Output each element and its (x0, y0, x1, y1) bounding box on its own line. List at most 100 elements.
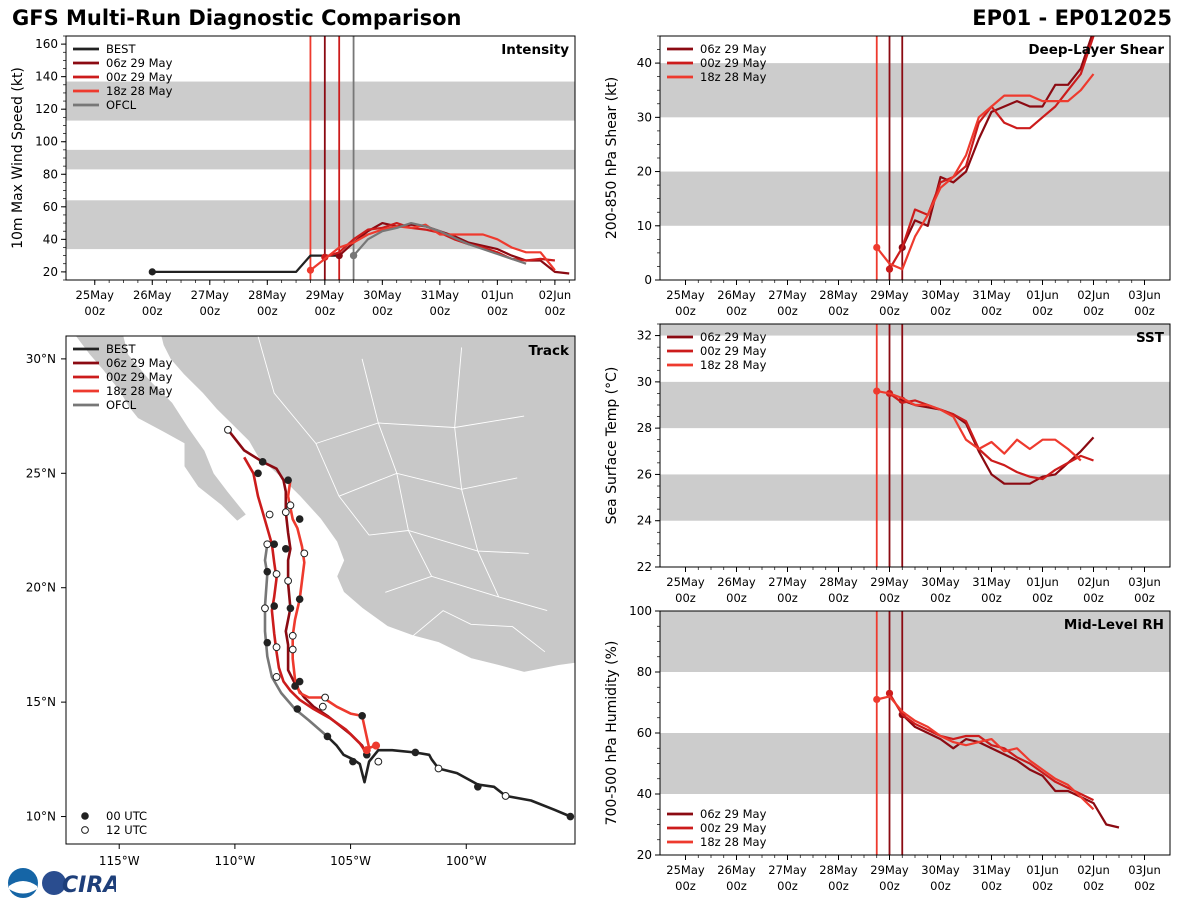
shear-xtick-label-day: 31May (972, 288, 1011, 302)
cira-logo: CIRA (6, 866, 120, 904)
rh-title: Mid-Level RH (1064, 617, 1164, 633)
state-border (385, 575, 548, 612)
intensity-xtick-label-hour: 00z (372, 304, 393, 318)
intensity-series-start-point (306, 266, 315, 274)
track-marker-00utc (295, 677, 304, 686)
intensity-ytick-label: 160 (35, 37, 58, 51)
shear-xtick-label-hour: 00z (828, 304, 849, 318)
track-legend-label: OFCL (106, 398, 137, 412)
sst-xtick-label-hour: 00z (675, 591, 696, 605)
sst-series-line (888, 392, 1094, 481)
sst-xtick-label-day: 03Jun (1128, 575, 1161, 589)
intensity-ytick-label: 40 (43, 232, 58, 246)
track-marker-00utc (566, 812, 575, 821)
storm-id: EP01 - EP012025 (972, 6, 1172, 30)
rh-ytick-label: 80 (637, 665, 652, 679)
track-legend-label: 18z 28 May (106, 384, 173, 398)
page-title: GFS Multi-Run Diagnostic Comparison (12, 6, 462, 30)
intensity-legend-label: BEST (106, 42, 136, 56)
track-marker-00utc (474, 782, 482, 791)
track-ytick-label: 25°N (26, 466, 56, 480)
cira-logo-text: CIRA (62, 873, 116, 898)
rh-series-start-point (885, 689, 894, 697)
shear-xtick-label-hour: 00z (930, 304, 951, 318)
intensity-xtick-label-day: 26May (133, 288, 172, 302)
intensity-chart: 20 40 60 80 100 120 140 160 25May 00z 26May 00z 27Ma… (10, 35, 576, 318)
sst-ylabel: Sea Surface Temp (°C) (604, 367, 620, 525)
intensity-xtick-label-day: 25May (76, 288, 115, 302)
track-marker-12utc (374, 757, 383, 766)
rh-xtick-label-hour: 00z (1032, 879, 1053, 893)
rh-band (660, 611, 1170, 672)
intensity-ytick-label: 100 (35, 135, 58, 149)
sst-xtick-label-hour: 00z (879, 591, 900, 605)
intensity-series-line (352, 222, 527, 265)
track-marker-12utc (318, 702, 327, 711)
track-marker-00utc (270, 602, 279, 610)
intensity-legend-label: 18z 28 May (106, 84, 173, 98)
track-legend-label: 00z 29 May (106, 370, 173, 384)
intensity-series-start-point (148, 268, 156, 276)
shear-series-line (875, 73, 1095, 271)
shear-series-start-point (885, 265, 894, 273)
sst-xtick-label-hour: 00z (777, 591, 798, 605)
shear-xtick-label-day: 26May (717, 288, 756, 302)
track-marker-00utc (411, 748, 420, 757)
shear-xtick-label-hour: 00z (1134, 304, 1155, 318)
shear-xtick-label-hour: 00z (1032, 304, 1053, 318)
shear-xtick-label-hour: 00z (879, 304, 900, 318)
intensity-ytick-label: 120 (35, 102, 58, 116)
shear-xtick-label-day: 02Jun (1077, 288, 1110, 302)
shear-band (660, 63, 1170, 118)
track-marker-12utc (261, 604, 269, 613)
sst-series-line (876, 390, 1082, 462)
intensity-xtick-label-hour: 00z (84, 304, 105, 318)
shear-xtick-label-hour: 00z (726, 304, 747, 318)
sst-ytick-label: 22 (637, 560, 652, 574)
rh-xtick-label-hour: 00z (1083, 879, 1104, 893)
track-marker-12utc (286, 501, 295, 510)
state-border (412, 610, 546, 653)
rh-band (660, 733, 1170, 794)
sst-xtick-label-hour: 00z (1083, 591, 1104, 605)
rh-legend-label: 18z 28 May (700, 835, 767, 849)
intensity-xtick-label-day: 27May (191, 288, 230, 302)
intensity-xtick-label-day: 30May (363, 288, 402, 302)
track-marker-legend-label: 12 UTC (106, 823, 147, 837)
track-xtick-label: 115°W (99, 854, 140, 868)
track-marker-12utc (300, 549, 309, 558)
intensity-xtick-label-day: 02Jun (539, 288, 572, 302)
track-marker-00utc (263, 638, 272, 647)
sst-ytick-label: 24 (637, 514, 652, 528)
noaa-wave-icon (9, 881, 37, 894)
intensity-xtick-label-hour: 00z (430, 304, 451, 318)
intensity-xtick-label-day: 01Jun (481, 288, 514, 302)
track-marker-12utc (265, 510, 274, 519)
shear-xtick-label-day: 28May (819, 288, 858, 302)
shear-ytick-label: 30 (637, 110, 652, 124)
intensity-xtick-label-hour: 00z (257, 304, 278, 318)
mainland-shape (75, 336, 575, 673)
intensity-legend-label: OFCL (106, 98, 137, 112)
intensity-plot-area (66, 36, 575, 280)
track-18z-start-point (362, 746, 371, 755)
intensity-xtick-label-day: 31May (421, 288, 460, 302)
shear-legend-label: 06z 29 May (700, 42, 767, 56)
rh-xtick-label-hour: 00z (828, 879, 849, 893)
intensity-xtick-label-day: 29May (306, 288, 345, 302)
intensity-xtick-label-hour: 00z (199, 304, 220, 318)
rh-legend-label: 06z 29 May (700, 807, 767, 821)
track-18z-start-point (372, 741, 381, 750)
track-marker-00utc (295, 515, 304, 523)
track-marker-00utc (254, 469, 262, 478)
intensity-ofcl-point (349, 252, 358, 260)
track-marker-12utc (272, 570, 281, 578)
shear-plot-area (660, 36, 1170, 280)
track-marker-00utc (349, 757, 357, 766)
rh-xtick-label-hour: 00z (1134, 879, 1155, 893)
shear-xtick-label-day: 01Jun (1026, 288, 1059, 302)
rh-ytick-label: 40 (637, 787, 652, 801)
shear-legend-label: 00z 29 May (700, 56, 767, 70)
rh-legend-label: 00z 29 May (700, 821, 767, 835)
